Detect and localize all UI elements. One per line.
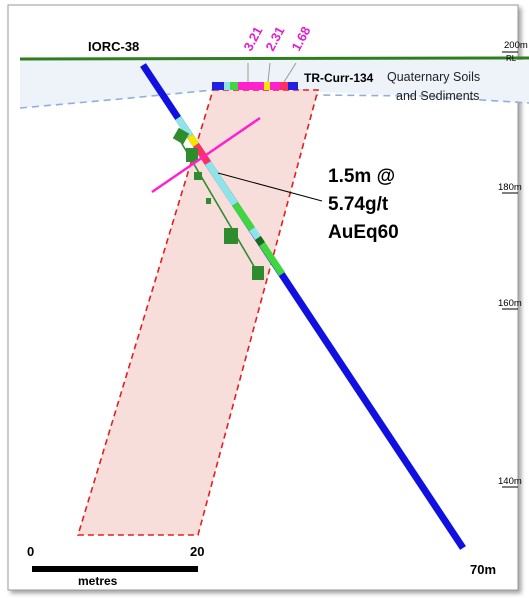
topography: [19, 56, 529, 61]
drill-hole-assays: [175, 116, 285, 276]
rl-ticks: [502, 51, 518, 488]
trench-label: TR-Curr-134: [304, 71, 374, 85]
grade-leaders: [247, 62, 297, 83]
unit-label: and Sediments: [396, 89, 479, 103]
base-of-cover: [19, 89, 214, 109]
scale-bar: [32, 566, 198, 572]
unit-label: Quaternary Soils: [387, 70, 480, 84]
depth-label: 70m: [470, 562, 496, 577]
rl-label: 200m: [504, 40, 528, 51]
trench-bar: [212, 82, 298, 90]
intercept-label: 1.5m @: [328, 166, 395, 187]
intercept-leader: [217, 172, 323, 202]
rl-label: 140m: [498, 476, 522, 487]
scale-start: 0: [27, 544, 34, 559]
scale-unit: metres: [78, 574, 118, 588]
drill-hole-label: IORC-38: [88, 39, 139, 54]
rl-label: 180m: [498, 182, 522, 193]
rl-label: 160m: [498, 298, 522, 309]
projected-markers: [172, 127, 264, 280]
scale-end: 20: [190, 544, 204, 559]
section-line: [151, 116, 261, 194]
intercept-label: AuEq60: [328, 222, 399, 243]
rl-unit: RL: [506, 54, 517, 63]
intercept-label: 5.74g/t: [328, 194, 389, 215]
